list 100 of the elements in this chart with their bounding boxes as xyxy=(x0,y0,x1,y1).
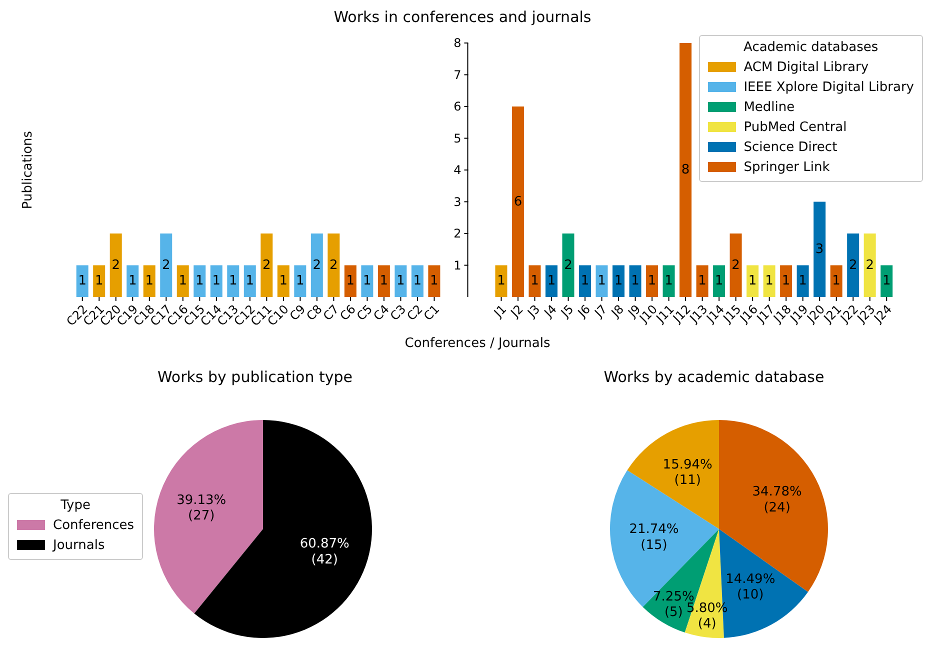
legend-label: Science Direct xyxy=(744,140,838,154)
data-label: 8 xyxy=(681,162,690,178)
x-tick-label: J7 xyxy=(591,302,610,321)
bar xyxy=(93,265,106,297)
data-label: 1 xyxy=(128,274,137,289)
data-label: 1 xyxy=(212,274,221,289)
bar xyxy=(294,265,306,297)
x-tick-label: J2 xyxy=(507,302,526,321)
data-label: 2 xyxy=(564,258,572,273)
bar xyxy=(310,234,323,297)
bar xyxy=(864,234,876,297)
bar xyxy=(143,265,156,297)
x-tick-label: J4 xyxy=(540,302,560,321)
bar xyxy=(596,265,608,297)
data-label: 1 xyxy=(580,274,590,289)
data-label: 39.13% (27) xyxy=(176,492,226,524)
data-label: 1 xyxy=(598,274,606,289)
data-label: 1 xyxy=(698,274,706,289)
bar xyxy=(260,234,273,297)
x-axis-title: Conferences / Journals xyxy=(404,336,552,351)
data-label: 1 xyxy=(714,274,724,289)
bar xyxy=(847,234,860,297)
data-label: 1 xyxy=(832,274,840,289)
legend-label: IEEE Xplore Digital Library xyxy=(744,80,914,94)
chart-title: Works by publication type xyxy=(156,368,354,386)
data-label: 2 xyxy=(162,258,170,273)
data-label: 3 xyxy=(815,242,824,257)
data-label: 2 xyxy=(312,258,322,273)
bar xyxy=(361,265,374,297)
data-label: 1 xyxy=(78,274,86,289)
x-tick-label: J8 xyxy=(608,302,626,321)
data-label: 2 xyxy=(262,258,271,273)
chart-title: Works in conferences and journals xyxy=(332,8,592,26)
data-label: 1 xyxy=(178,274,188,289)
legend-title: Type xyxy=(60,498,92,513)
data-label: 1 xyxy=(530,274,539,289)
data-label: 1 xyxy=(631,274,640,289)
bar xyxy=(344,265,356,297)
data-label: 1 xyxy=(229,274,238,289)
data-label: 1 xyxy=(145,274,154,289)
bar xyxy=(394,265,407,297)
bar xyxy=(579,265,591,297)
bar xyxy=(629,265,642,297)
y-axis-title: Publications xyxy=(20,130,36,210)
bar xyxy=(545,265,558,297)
legend-label: ACM Digital Library xyxy=(744,60,869,74)
data-label: 1 xyxy=(346,274,355,289)
x-tick-label: J6 xyxy=(574,302,593,321)
data-label: 1 xyxy=(195,274,204,289)
data-label: 14.49% (10) xyxy=(726,572,776,603)
bar xyxy=(680,43,692,297)
data-label: 1 xyxy=(296,274,304,289)
data-label: 2 xyxy=(330,258,338,273)
bar xyxy=(880,265,893,297)
data-label: 1 xyxy=(413,274,422,289)
bar xyxy=(76,265,88,297)
bar xyxy=(528,265,541,297)
bar xyxy=(428,265,440,297)
data-label: 1 xyxy=(430,274,438,289)
x-tick-label: J5 xyxy=(558,302,576,321)
data-label: 1 xyxy=(748,274,757,289)
data-label: 1 xyxy=(765,274,774,289)
data-label: 1 xyxy=(497,274,506,289)
bar xyxy=(612,265,625,297)
bar xyxy=(160,234,172,297)
bar xyxy=(378,265,390,297)
x-tick-label: J1 xyxy=(490,302,510,321)
bar xyxy=(830,265,842,297)
legend-label: PubMed Central xyxy=(744,120,847,134)
bar xyxy=(411,265,424,297)
bar xyxy=(176,265,189,297)
y-tick-label: 5 xyxy=(454,131,462,146)
bar xyxy=(646,265,658,297)
data-label: 1 xyxy=(94,274,104,289)
data-label: 21.74% (15) xyxy=(629,522,679,553)
y-tick-label: 8 xyxy=(454,36,462,50)
bar xyxy=(796,265,809,297)
bar xyxy=(662,265,675,297)
bar xyxy=(210,265,222,297)
bar xyxy=(696,265,708,297)
data-label: 1 xyxy=(363,274,372,289)
legend-label: Springer Link xyxy=(744,160,830,174)
bar xyxy=(194,265,206,297)
bar xyxy=(328,234,340,297)
pie-slice xyxy=(154,420,263,614)
data-label: 1 xyxy=(614,274,623,289)
y-tick-label: 2 xyxy=(454,226,462,240)
legend-label: Conferences xyxy=(53,518,134,532)
bar xyxy=(730,234,742,297)
bar xyxy=(562,234,574,297)
data-label: 2 xyxy=(848,258,858,273)
y-tick-label: 3 xyxy=(454,194,462,209)
bar xyxy=(814,202,826,297)
data-label: 60.87% (42) xyxy=(300,536,350,568)
data-label: 1 xyxy=(782,274,790,289)
data-label: 1 xyxy=(246,274,254,289)
legend-title: Academic databases xyxy=(742,40,880,55)
bar xyxy=(244,265,256,297)
data-label: 15.94% (11) xyxy=(662,457,712,488)
y-tick-label: 4 xyxy=(454,163,462,177)
